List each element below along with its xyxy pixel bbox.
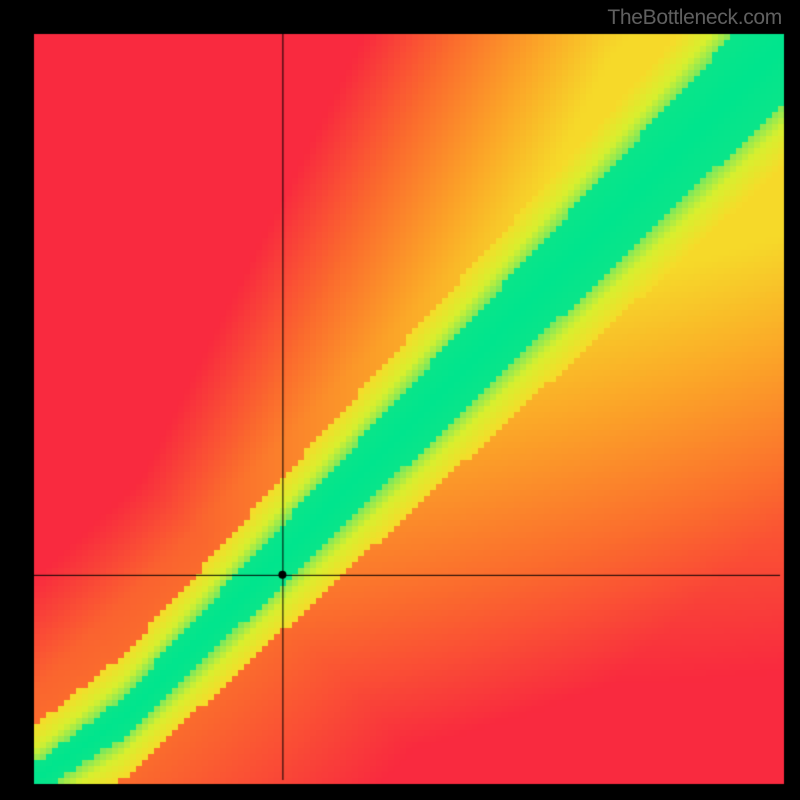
heatmap-plot [0,0,800,800]
watermark-text: TheBottleneck.com [607,6,782,30]
chart-container: TheBottleneck.com [0,0,800,800]
